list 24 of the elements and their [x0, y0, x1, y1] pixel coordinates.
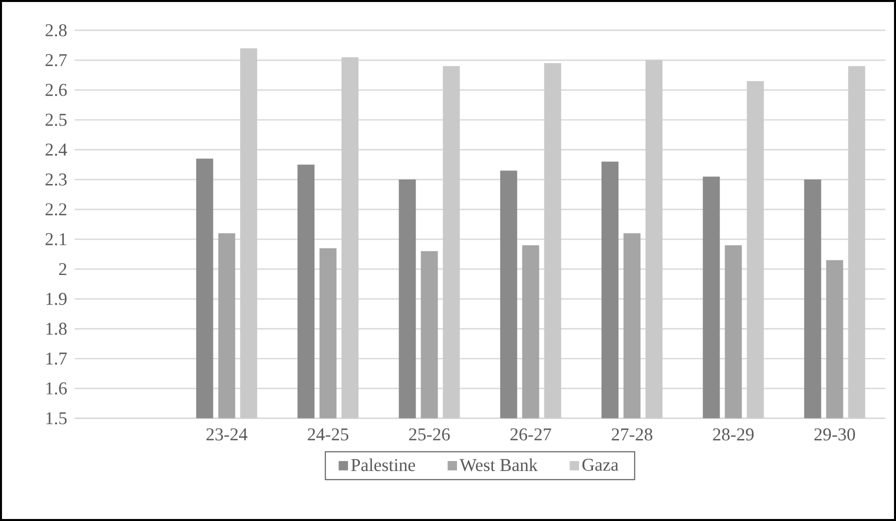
- legend-label: Palestine: [351, 458, 416, 472]
- y-tick-label: 2.5: [46, 114, 67, 126]
- y-tick-label: 2.1: [46, 233, 66, 246]
- x-tick-label: 24-25: [308, 428, 348, 440]
- legend-label: West Bank: [460, 458, 538, 472]
- y-tick-label: 1.7: [46, 352, 67, 365]
- y-tick-label: 2.3: [46, 173, 67, 186]
- legend-label: Gaza: [582, 458, 618, 471]
- x-tick-label: 29-30: [814, 428, 855, 441]
- y-tick-label: 1.6: [46, 382, 67, 395]
- y-tick-label: 1.9: [46, 292, 67, 306]
- x-tick-label: 27-28: [612, 428, 652, 441]
- y-tick-label: 2.8: [46, 24, 67, 36]
- y-tick-label: 2: [59, 263, 66, 276]
- x-tick-label: 23-24: [206, 428, 248, 440]
- y-tick-label: 2.7: [46, 54, 67, 66]
- x-tick-label: 26-27: [510, 428, 552, 440]
- y-tick-label: 1.5: [46, 412, 67, 424]
- y-tick-label: 2.2: [46, 203, 66, 216]
- y-tick-label: 2.4: [46, 144, 68, 156]
- x-tick-label: 25-26: [409, 428, 450, 440]
- x-tick-label: 28-29: [713, 428, 754, 441]
- y-tick-label: 2.6: [46, 84, 67, 96]
- y-tick-label: 1.8: [46, 322, 67, 335]
